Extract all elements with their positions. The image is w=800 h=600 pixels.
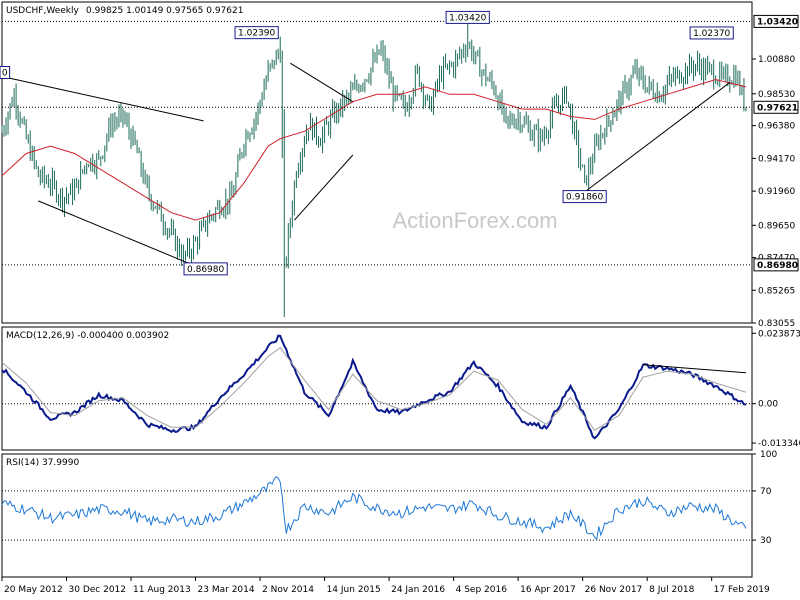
price-marker-box — [753, 258, 799, 272]
price-axis-label: 0.85265 — [758, 286, 795, 296]
price-axis-label: 0.96380 — [758, 122, 795, 132]
price-axis-label: 1.00880 — [758, 55, 795, 65]
price-marker-box — [753, 14, 799, 28]
time-axis-label: 20 May 2012 — [4, 585, 63, 595]
moving-average-layer — [1, 78, 747, 221]
macd-line — [1, 334, 747, 440]
price-axis-label: 0.83055 — [758, 319, 795, 329]
macd-panel-frame — [1, 326, 753, 451]
macd-axis-label: 0.023873 — [758, 329, 800, 339]
price-annotation-label: 0.86980 — [187, 265, 224, 275]
price-annotation-box — [183, 262, 228, 276]
price-annotation-label: 0 — [2, 68, 8, 78]
price-marker-label: 0.97621 — [757, 103, 798, 113]
price-axis-label: 0.98530 — [758, 90, 795, 100]
chart-symbol: USDCHF,Weekly — [6, 6, 79, 16]
price-annotation-label: 1.02370 — [693, 29, 730, 39]
time-axis-label: 2 Nov 2014 — [262, 585, 314, 595]
moving-average-line — [1, 78, 747, 221]
watermark-text: ActionForex.com — [392, 208, 557, 233]
time-axis-label: 14 Jun 2015 — [327, 585, 381, 595]
price-annotation-box — [0, 65, 11, 79]
time-axis-label: 26 Nov 2017 — [585, 585, 643, 595]
price-axis-layer: 1.00880 0.98530 0.96380 0.94170 0.91960 0.896… — [752, 14, 799, 329]
chart-ohlc: 0.99825 1.00149 0.97565 0.97621 — [86, 6, 243, 16]
time-axis-label: 30 Dec 2012 — [69, 585, 127, 595]
time-axis-label: 11 Aug 2013 — [133, 585, 191, 595]
time-axis-label: 8 Jul 2018 — [649, 585, 694, 595]
macd-axis-label: 0.00 — [758, 400, 778, 410]
price-levels-layer — [2, 20, 752, 266]
macd-signal-line — [1, 346, 747, 431]
trendline — [293, 154, 354, 221]
price-annotation-box — [234, 26, 279, 40]
price-trendlines-layer — [1, 62, 731, 273]
time-axis-label: 23 Mar 2014 — [198, 585, 255, 595]
price-annotation-label: 0.91860 — [566, 193, 603, 203]
trendline — [290, 62, 354, 103]
price-annotation-box — [689, 26, 734, 40]
time-axis-label: 4 Sep 2016 — [456, 585, 508, 595]
price-bars-layer — [1, 21, 747, 318]
time-axis-label: 17 Feb 2019 — [714, 585, 770, 595]
price-annotation-label: 1.03420 — [449, 13, 486, 23]
price-annotations-layer: 0 1.02390 1.03420 1.02370 0.91860 0.86980 — [0, 10, 734, 276]
price-axis-label: 0.94170 — [758, 154, 795, 164]
price-annotation-box — [445, 10, 490, 24]
rsi-layer: 100 70 30 — [1, 450, 777, 546]
price-axis-label: 0.91960 — [758, 187, 795, 197]
time-axis-label: 24 Jan 2016 — [391, 585, 445, 595]
rsi-axis-label: 100 — [760, 450, 777, 460]
time-axis-label: 16 Apr 2017 — [520, 585, 576, 595]
price-axis-label: 0.89650 — [758, 221, 795, 231]
rsi-line — [1, 476, 747, 540]
price-marker-label: 0.86980 — [757, 261, 798, 271]
rsi-panel-frame — [1, 453, 753, 578]
price-annotation-box — [562, 190, 607, 204]
price-marker-label: 1.03420 — [757, 17, 798, 27]
macd-title: MACD(12,26,9) -0.000400 0.003902 — [6, 331, 169, 341]
time-axis-layer: 20 May 2012 30 Dec 2012 11 Aug 2013 23 Mar … — [1, 577, 770, 595]
rsi-title: RSI(14) 37.9990 — [6, 458, 79, 468]
price-marker-box — [753, 100, 799, 114]
rsi-axis-label: 70 — [760, 487, 772, 497]
macd-layer: 0.023873 0.00 -0.013346 — [1, 329, 800, 449]
trendline — [38, 200, 210, 273]
trendline — [1, 76, 204, 122]
trendline — [582, 82, 731, 194]
price-panel-frame — [1, 1, 753, 324]
rsi-axis-label: 30 — [760, 536, 772, 546]
macd-trendline — [643, 364, 746, 374]
price-annotation-label: 1.02390 — [238, 29, 275, 39]
macd-axis-label: -0.013346 — [758, 439, 800, 449]
